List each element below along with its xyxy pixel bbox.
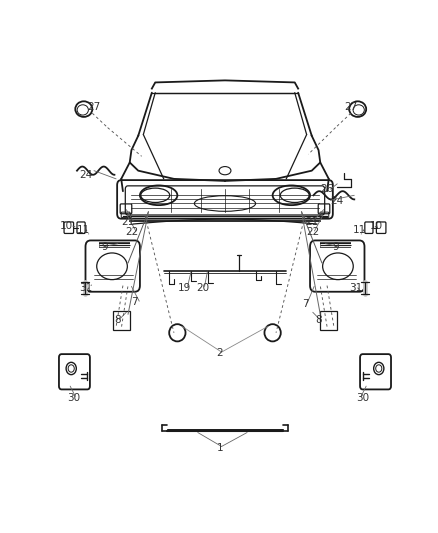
Text: 30: 30 [355,393,368,403]
Text: 7: 7 [301,299,307,309]
Text: 27: 27 [343,102,357,112]
Text: 11: 11 [352,225,365,235]
Text: 30: 30 [67,393,80,403]
Text: 10: 10 [60,221,73,231]
Text: 9: 9 [332,241,338,252]
Text: 24: 24 [79,170,92,180]
Text: 9: 9 [101,241,107,252]
Text: 26: 26 [320,184,333,194]
Text: 22: 22 [124,227,138,237]
Text: 1: 1 [216,443,223,453]
Text: 7: 7 [131,297,138,307]
Text: 24: 24 [330,197,343,206]
Text: 21: 21 [121,217,134,227]
Text: 21: 21 [304,217,318,227]
Text: 8: 8 [314,316,321,326]
Text: 19: 19 [177,282,191,293]
Text: 20: 20 [196,282,209,293]
Text: 10: 10 [369,221,382,231]
Text: 31: 31 [79,282,92,293]
Text: 2: 2 [216,348,223,358]
Text: 31: 31 [349,282,362,293]
Text: 11: 11 [77,225,90,235]
Text: 8: 8 [114,316,121,326]
Text: 27: 27 [87,102,100,112]
Text: 22: 22 [305,227,319,237]
